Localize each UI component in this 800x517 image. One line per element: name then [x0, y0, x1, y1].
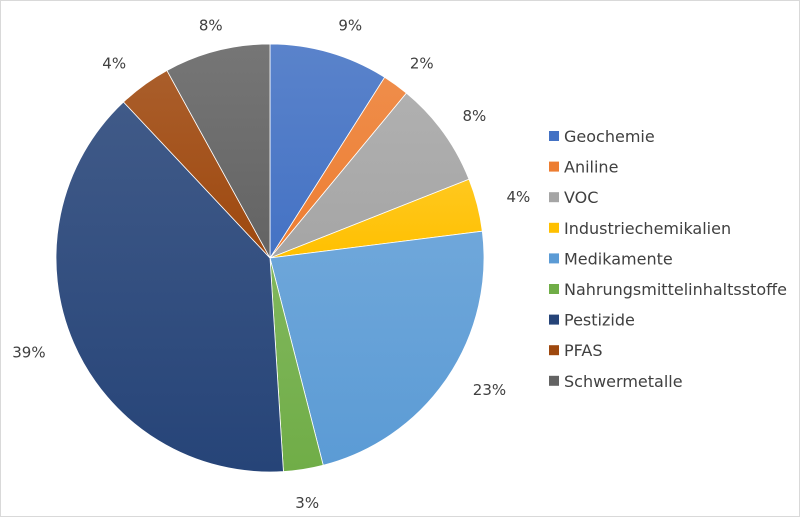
data-label-schwermetalle: 8%	[199, 17, 223, 35]
legend-swatch-voc	[549, 192, 559, 203]
pie-slice-schwermetalle	[166, 43, 271, 259]
legend-label-medikamente: Medikamente	[564, 249, 673, 268]
legend-swatch-industriechemikalien	[549, 222, 559, 233]
pie-slice-geochemie	[269, 43, 386, 260]
data-labels: 9% 2% 8% 4% 23% 3% 39% 4% 8%	[12, 17, 530, 513]
pie-slice-pestizide	[55, 101, 284, 473]
legend-label-schwermetalle: Schwermetalle	[564, 372, 683, 391]
data-label-pestizide: 39%	[12, 344, 45, 362]
data-label-geochemie: 9%	[338, 17, 362, 35]
pie-slices	[55, 43, 485, 473]
pie-slice-medikamente	[269, 230, 485, 466]
legend-swatch-aniline	[549, 161, 559, 172]
pie-slice-voc	[269, 92, 470, 259]
legend-label-pestizide: Pestizide	[564, 311, 635, 330]
legend-label-geochemie: Geochemie	[564, 127, 655, 146]
data-label-aniline: 2%	[410, 55, 434, 73]
data-label-nahrungsmittelinhaltsstoffe: 3%	[295, 494, 319, 512]
legend-swatch-nahrungsmittelinhaltsstoffe	[549, 284, 559, 294]
legend-label-nahrungsmittelinhaltsstoffe: Nahrungsmittelinhaltsstoffe	[564, 280, 787, 299]
legend-swatch-pfas	[549, 345, 559, 356]
legend-label-voc: VOC	[564, 188, 598, 207]
legend-swatch-medikamente	[549, 253, 559, 264]
legend-swatch-schwermetalle	[549, 375, 559, 386]
legend-label-aniline: Aniline	[564, 158, 618, 177]
legend-swatch-pestizide	[549, 314, 559, 325]
legend-label-pfas: PFAS	[564, 341, 602, 360]
data-label-industriechemikalien: 4%	[507, 188, 531, 206]
legend-swatch-geochemie	[549, 131, 559, 141]
data-label-voc: 8%	[463, 107, 487, 125]
data-label-medikamente: 23%	[473, 381, 506, 399]
legend: Geochemie Aniline VOC Industriechemikalien M…	[549, 127, 787, 391]
data-label-pfas: 4%	[102, 55, 126, 73]
legend-label-industriechemikalien: Industriechemikalien	[564, 219, 731, 238]
